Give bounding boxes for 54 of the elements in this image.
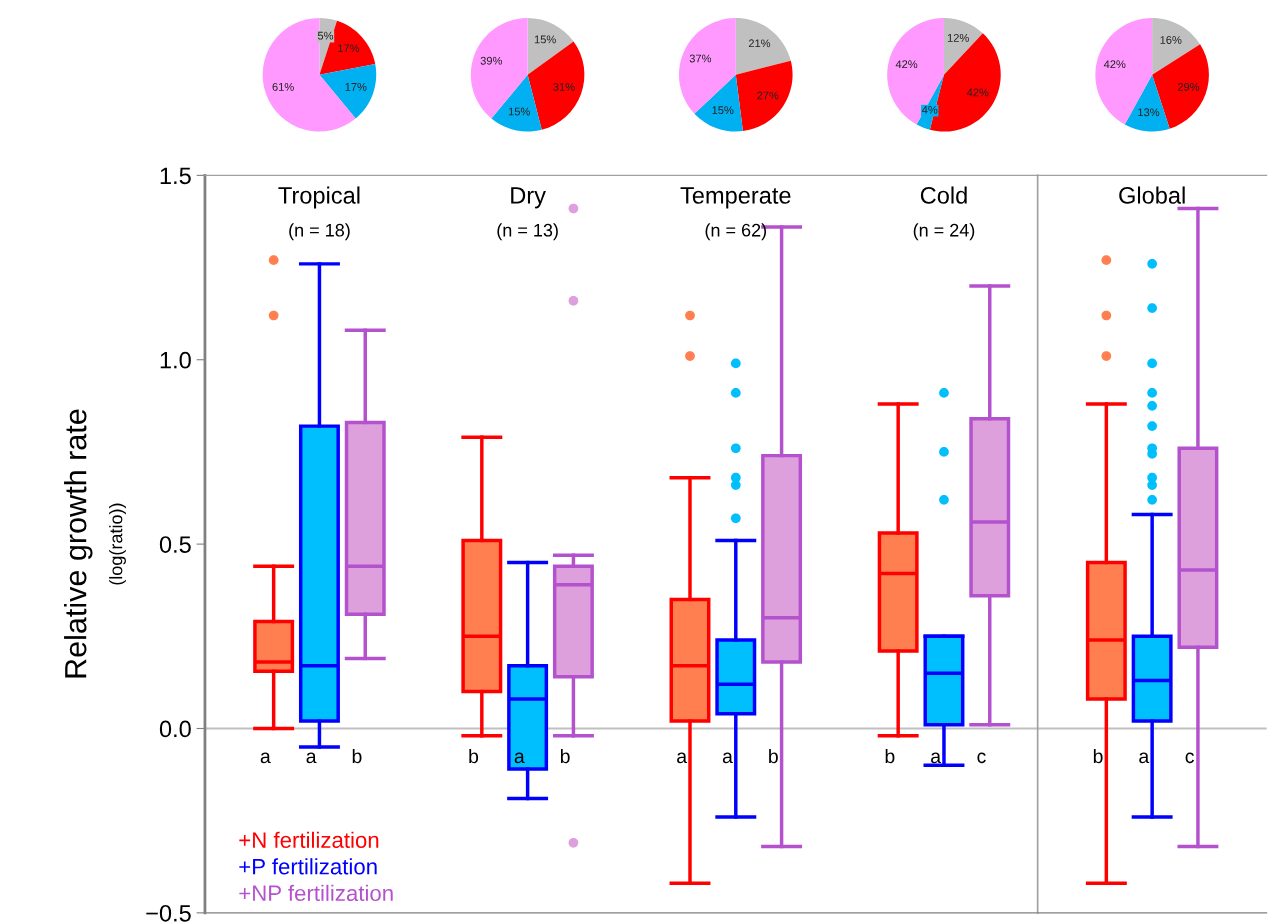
text: a [514, 752, 525, 764]
category-label: Global [1119, 186, 1185, 204]
y-tick-label: −0.5 [146, 904, 191, 922]
data-label: 42% [966, 88, 989, 97]
text: c [977, 752, 986, 764]
text: b [469, 748, 479, 764]
data-label: 29% [1177, 82, 1200, 91]
x-tick-label: Temperate (n = 62) [680, 187, 791, 241]
pie-slice [735, 17, 791, 75]
data-label: 31% [553, 82, 575, 91]
text: b [352, 748, 362, 764]
data-label: 16% [1160, 36, 1182, 44]
y-tick-label: 0.5 [159, 536, 191, 553]
text: a [306, 752, 317, 764]
data-label: 12% [947, 33, 969, 42]
pie-slice [679, 17, 736, 114]
data-label: 4% [921, 105, 938, 114]
text: +N fertilization [239, 831, 379, 848]
text: a [931, 752, 942, 764]
x-tick-label: Dry (n = 13) [497, 187, 558, 241]
x-tick-label: Tropical (n = 18) [278, 186, 360, 241]
data-label: 17% [345, 83, 367, 91]
text: +NP fertilization [239, 884, 393, 902]
data-label: 39% [480, 56, 502, 65]
text: b [560, 748, 570, 764]
pie-slice [470, 17, 528, 119]
text: b [885, 748, 895, 764]
text: b [769, 748, 778, 764]
pie-slice [735, 60, 793, 132]
data-label: 42% [895, 60, 918, 69]
text: c [1185, 752, 1194, 764]
data-label: 13% [1138, 108, 1160, 117]
data-label: 37% [689, 54, 712, 63]
data-label: 15% [534, 35, 556, 44]
y-tick-label: 1.5 [160, 167, 191, 185]
y-tick-label: 1.0 [160, 351, 191, 369]
y-tick-label: 0.0 [159, 720, 191, 738]
data-label: 5% [317, 31, 334, 40]
data-label: 17% [338, 44, 360, 53]
text: +P fertilization [239, 858, 377, 875]
data-label: 27% [757, 91, 779, 100]
text: a [677, 752, 688, 764]
data-label: 61% [272, 82, 294, 91]
data-label: 15% [508, 107, 530, 116]
x-tick-label: Cold (n = 24) [913, 186, 975, 241]
data-label: 21% [748, 39, 771, 48]
pie-slice [887, 17, 944, 125]
text: b [1093, 748, 1103, 764]
text: Relative growth rate (log(ratio)) [64, 409, 126, 678]
text: a [1139, 752, 1150, 764]
data-label: 15% [712, 106, 734, 115]
data-label: 42% [1103, 60, 1126, 69]
text: a [260, 752, 271, 764]
text: a [722, 752, 733, 764]
